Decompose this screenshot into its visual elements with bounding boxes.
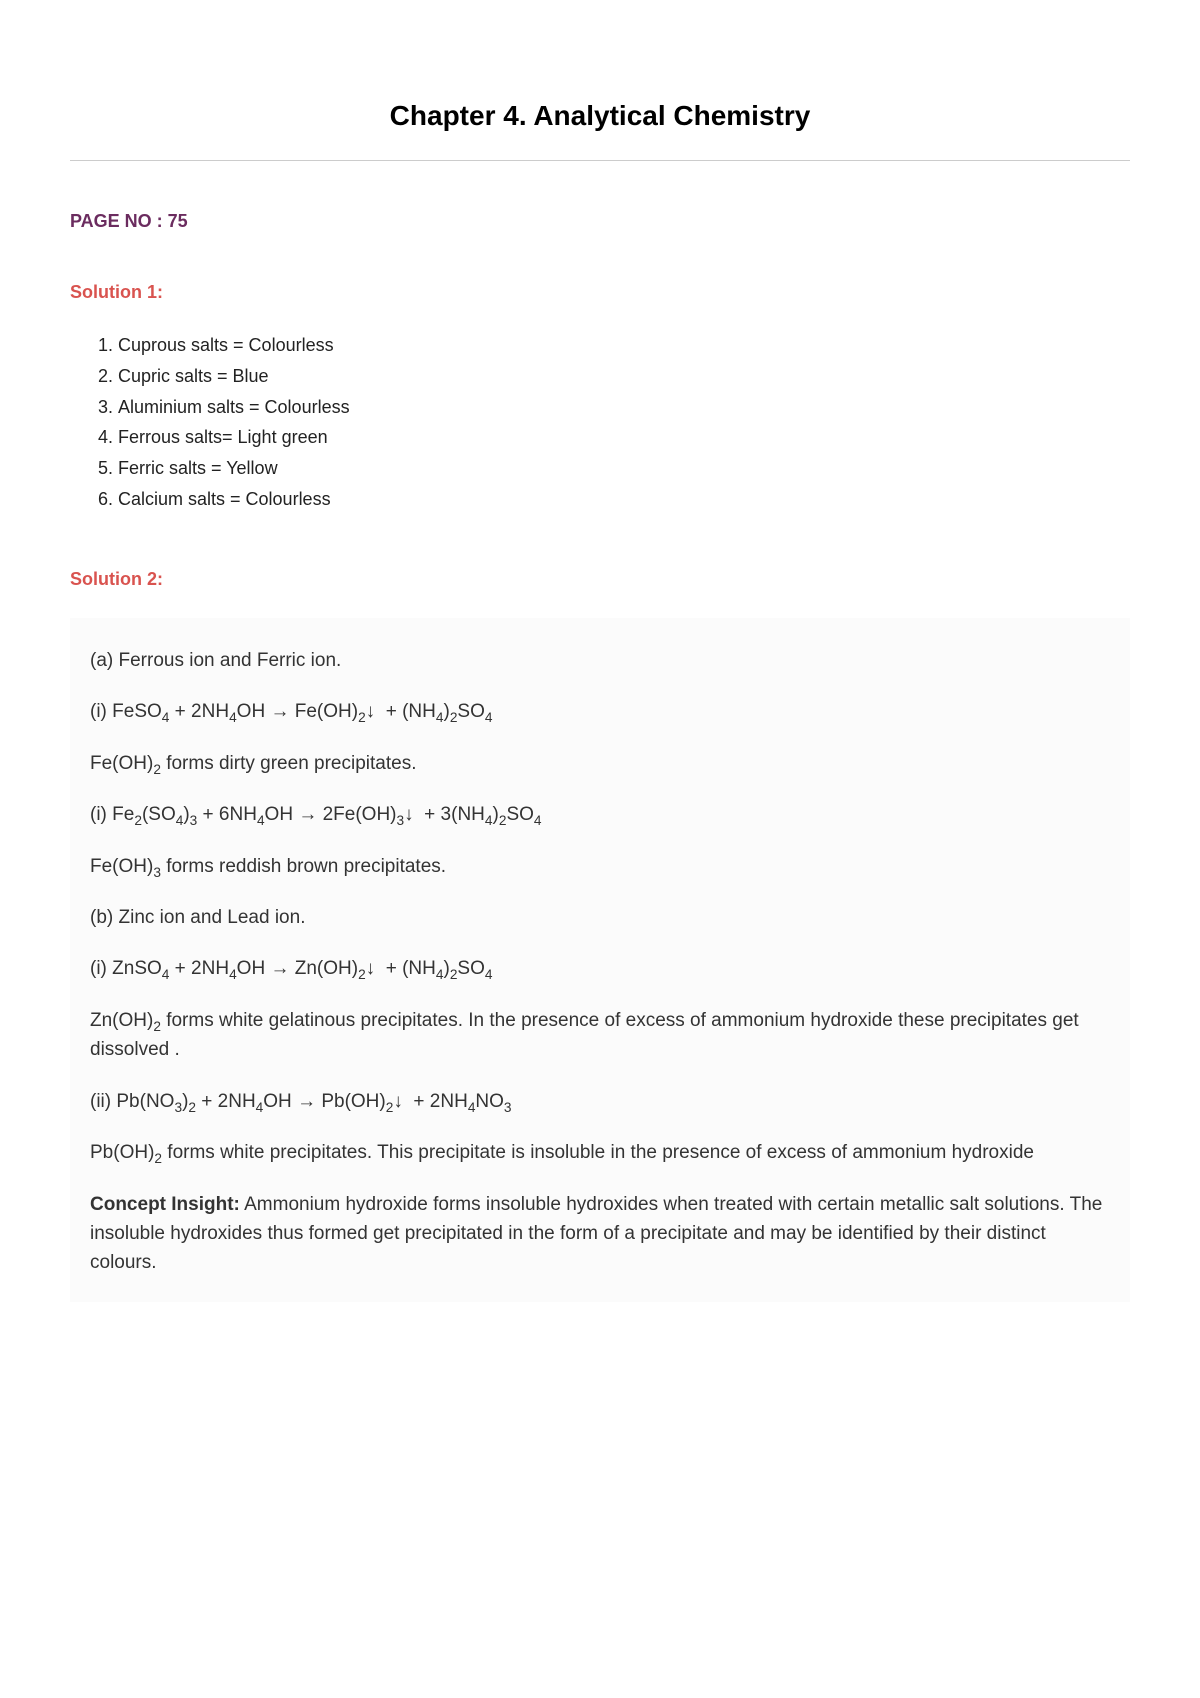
page-number: PAGE NO : 75: [70, 211, 1130, 232]
list-item: Ferrous salts= Light green: [118, 423, 1130, 452]
equation: (i) FeSO4 + 2NH4OH → Fe(OH)2↓ + (NH4)2SO…: [90, 697, 1110, 726]
section-a-label: (a) Ferrous ion and Ferric ion.: [90, 646, 1110, 675]
list-item: Cuprous salts = Colourless: [118, 331, 1130, 360]
note: Fe(OH)3 forms reddish brown precipitates…: [90, 852, 1110, 881]
concept-label: Concept Insight:: [90, 1194, 240, 1215]
equation: (i) Fe2(SO4)3 + 6NH4OH → 2Fe(OH)3↓ + 3(N…: [90, 800, 1110, 829]
chapter-title: Chapter 4. Analytical Chemistry: [70, 100, 1130, 132]
equation: (ii) Pb(NO3)2 + 2NH4OH → Pb(OH)2↓ + 2NH4…: [90, 1087, 1110, 1116]
list-item: Cupric salts = Blue: [118, 362, 1130, 391]
list-item: Calcium salts = Colourless: [118, 485, 1130, 514]
solution-2-block: (a) Ferrous ion and Ferric ion. (i) FeSO…: [70, 618, 1130, 1302]
solution-1-list: Cuprous salts = Colourless Cupric salts …: [70, 331, 1130, 514]
equation: (i) ZnSO4 + 2NH4OH → Zn(OH)2↓ + (NH4)2SO…: [90, 954, 1110, 983]
list-item: Ferric salts = Yellow: [118, 454, 1130, 483]
list-item: Aluminium salts = Colourless: [118, 393, 1130, 422]
concept-text: Ammonium hydroxide forms insoluble hydro…: [90, 1194, 1102, 1274]
note: Zn(OH)2 forms white gelatinous precipita…: [90, 1006, 1110, 1065]
divider: [70, 160, 1130, 161]
note: Fe(OH)2 forms dirty green precipitates.: [90, 749, 1110, 778]
solution-2-heading: Solution 2:: [70, 569, 1130, 590]
solution-1-heading: Solution 1:: [70, 282, 1130, 303]
concept-insight: Concept Insight: Ammonium hydroxide form…: [90, 1190, 1110, 1278]
note: Pb(OH)2 forms white precipitates. This p…: [90, 1138, 1110, 1167]
section-b-label: (b) Zinc ion and Lead ion.: [90, 903, 1110, 932]
page-container: Chapter 4. Analytical Chemistry PAGE NO …: [0, 0, 1200, 1362]
